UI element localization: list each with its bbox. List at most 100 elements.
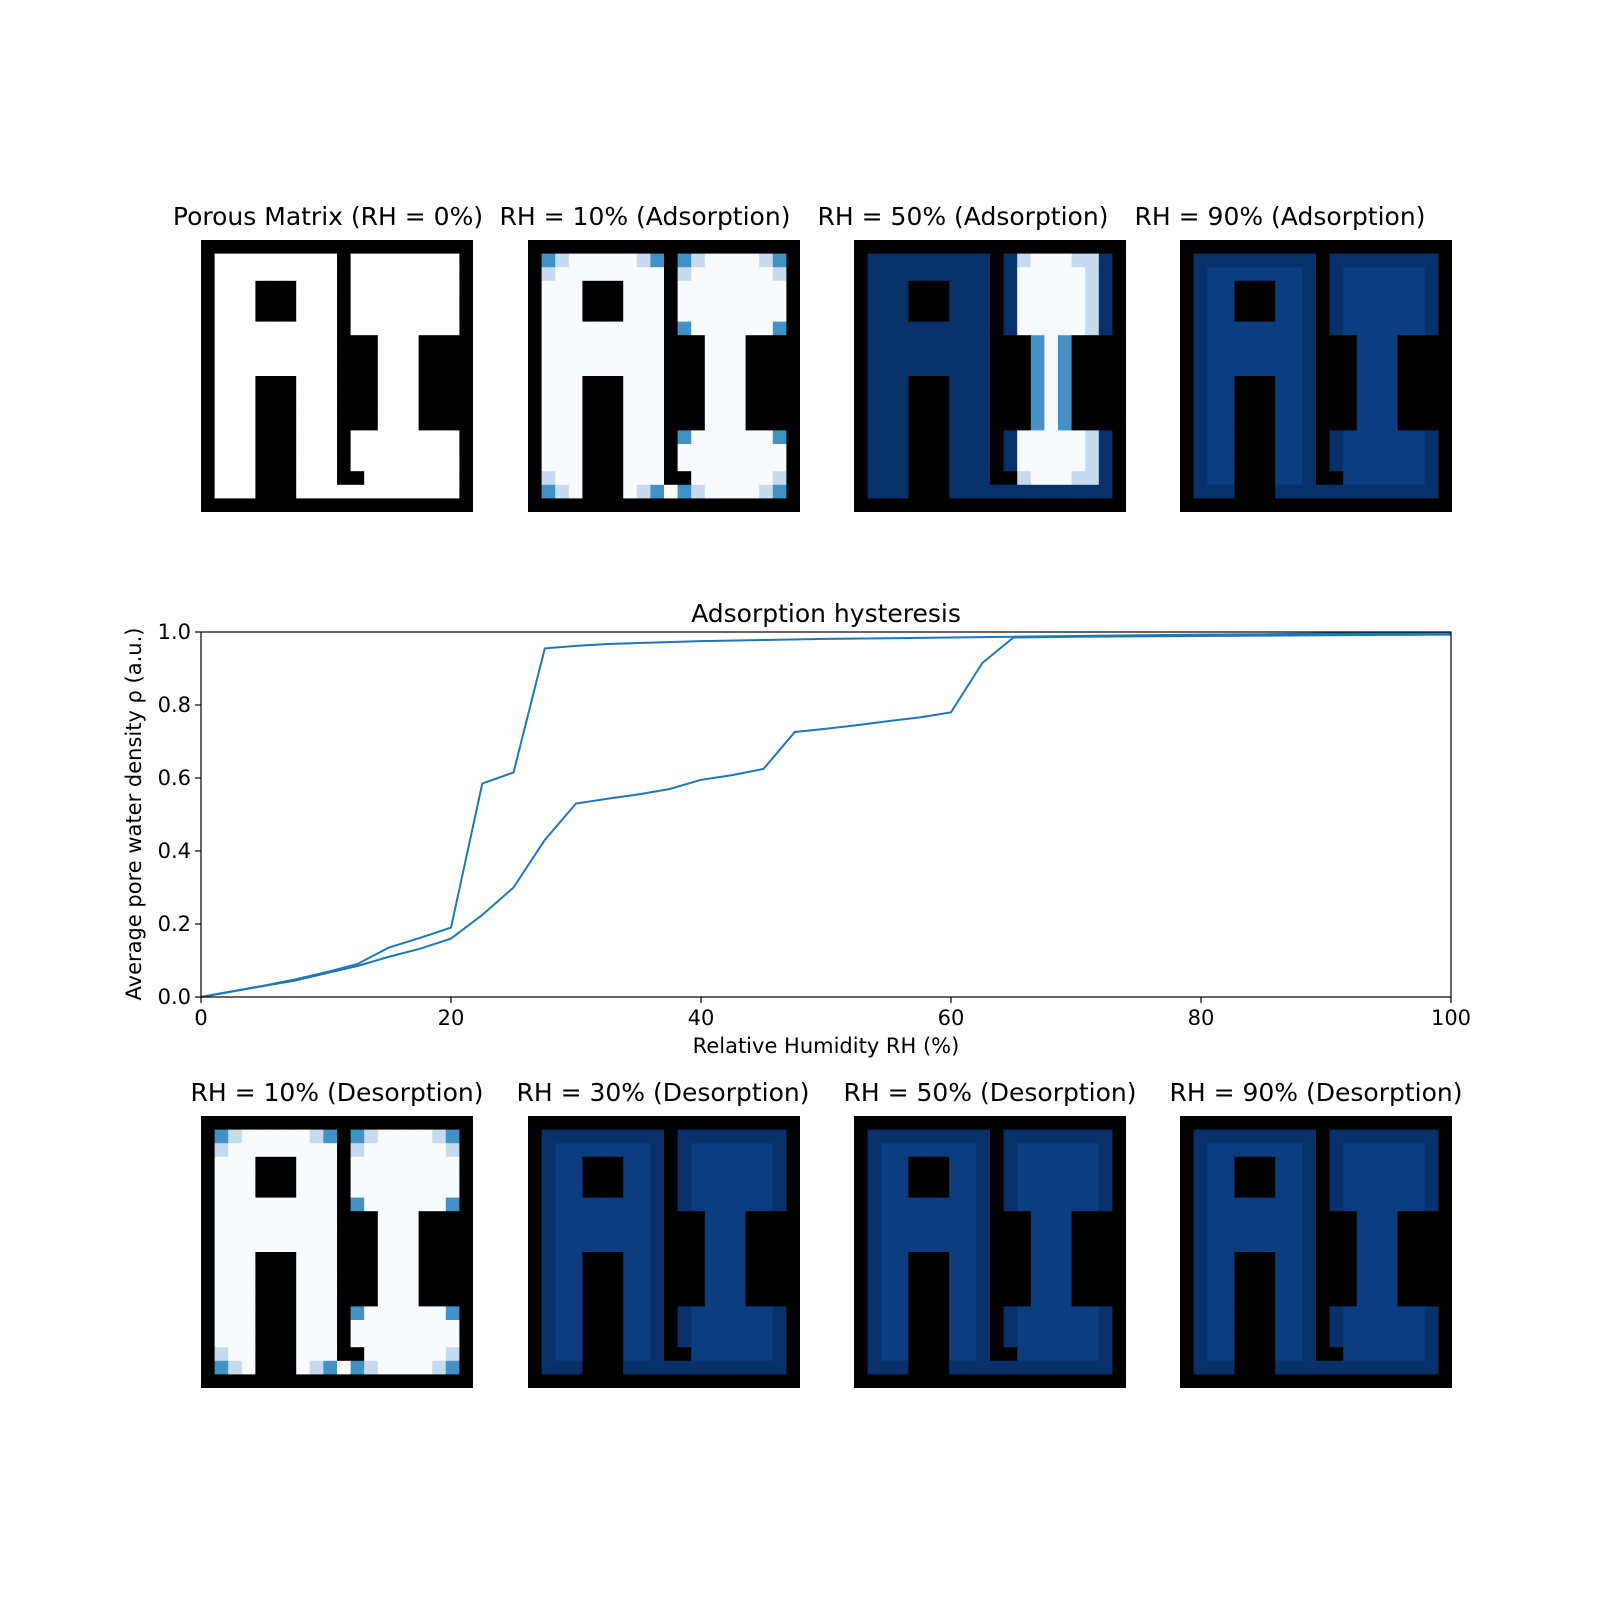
pore-grid bbox=[1180, 1116, 1452, 1388]
wall-cell bbox=[854, 1265, 868, 1280]
wall-cell bbox=[1397, 389, 1412, 404]
wall-cell bbox=[555, 1374, 570, 1388]
pore-cell bbox=[582, 348, 597, 363]
pore-cell bbox=[1085, 444, 1100, 458]
pore-cell bbox=[881, 403, 896, 418]
wall-cell bbox=[854, 471, 868, 486]
pore-cell bbox=[1003, 253, 1018, 268]
pore-cell bbox=[445, 1333, 460, 1348]
pore-cell bbox=[1384, 1170, 1398, 1185]
wall-cell bbox=[528, 253, 542, 268]
wall-cell bbox=[786, 403, 800, 418]
wall-cell bbox=[1316, 1116, 1330, 1130]
pore-cell bbox=[241, 1129, 256, 1144]
pore-cell bbox=[772, 308, 787, 322]
pore-cell bbox=[1329, 1129, 1344, 1144]
pore-cell bbox=[555, 1238, 570, 1253]
pore-cell bbox=[1207, 484, 1222, 499]
wall-cell bbox=[935, 1279, 950, 1294]
wall-cell bbox=[364, 1116, 379, 1130]
pore-cell bbox=[772, 267, 787, 282]
pore-cell bbox=[1356, 1279, 1371, 1294]
wall-cell bbox=[1411, 1211, 1426, 1226]
wall-cell bbox=[786, 308, 800, 322]
wall-cell bbox=[337, 1252, 351, 1266]
wall-cell bbox=[1302, 498, 1317, 512]
wall-cell bbox=[269, 1320, 283, 1334]
wall-cell bbox=[1424, 335, 1439, 350]
pore-cell bbox=[677, 321, 692, 336]
wall-cell bbox=[677, 240, 692, 254]
wall-cell bbox=[990, 1224, 1004, 1239]
pore-cell bbox=[1220, 1197, 1235, 1212]
pore-cell bbox=[1003, 484, 1018, 499]
pore-cell bbox=[1370, 1143, 1385, 1158]
pore-cell bbox=[364, 1306, 379, 1321]
wall-cell bbox=[1180, 1360, 1194, 1375]
pore-cell bbox=[732, 267, 746, 282]
wall-cell bbox=[1438, 444, 1452, 458]
pore-cell bbox=[1193, 1238, 1208, 1253]
wall-cell bbox=[432, 335, 447, 350]
pore-cell bbox=[1044, 280, 1059, 295]
wall-cell bbox=[1261, 403, 1276, 418]
pore-cell bbox=[1424, 280, 1439, 295]
pore-cell bbox=[323, 1252, 338, 1266]
wall-cell bbox=[1438, 253, 1452, 268]
y-axis-label: Average pore water density ρ (a.u.) bbox=[122, 628, 146, 1001]
pore-cell bbox=[364, 1333, 379, 1348]
wall-cell bbox=[568, 1116, 583, 1130]
wall-cell bbox=[528, 335, 542, 350]
pore-cell bbox=[228, 376, 243, 390]
pore-cell bbox=[636, 1279, 651, 1294]
pore-cell bbox=[1329, 280, 1344, 295]
wall-cell bbox=[922, 389, 936, 404]
pore-cell bbox=[867, 294, 882, 309]
wall-cell bbox=[1003, 376, 1018, 390]
pore-cell bbox=[881, 1347, 896, 1362]
pore-cell bbox=[718, 335, 733, 350]
pore-cell bbox=[1234, 1143, 1249, 1158]
pore-cell bbox=[541, 1197, 556, 1212]
wall-cell bbox=[962, 240, 977, 254]
wall-cell bbox=[1234, 1184, 1249, 1198]
pore-cell bbox=[1207, 362, 1222, 377]
wall-cell bbox=[337, 1306, 351, 1321]
wall-cell bbox=[1085, 1238, 1100, 1253]
pore-cell bbox=[949, 1360, 964, 1375]
wall-cell bbox=[1356, 1116, 1371, 1130]
wall-cell bbox=[269, 416, 283, 431]
pore-cell bbox=[732, 1320, 746, 1334]
wall-cell bbox=[1343, 1374, 1358, 1388]
pore-cell bbox=[650, 1211, 665, 1226]
pore-cell bbox=[962, 335, 977, 350]
pore-cell bbox=[1234, 1129, 1249, 1144]
pore-cell bbox=[623, 1143, 638, 1158]
pore-cell bbox=[541, 1347, 556, 1362]
pore-cell bbox=[1275, 335, 1290, 350]
pore-cell bbox=[745, 484, 760, 499]
pore-cell bbox=[309, 1320, 324, 1334]
pore-cell bbox=[1207, 1170, 1222, 1185]
pore-cell bbox=[704, 457, 719, 472]
pore-cell bbox=[1302, 1347, 1317, 1362]
wall-cell bbox=[922, 457, 936, 472]
wall-cell bbox=[1098, 1211, 1113, 1226]
wall-cell bbox=[990, 1143, 1004, 1158]
pore-cell bbox=[377, 1265, 392, 1280]
pore-cell bbox=[881, 484, 896, 499]
wall-cell bbox=[1234, 416, 1249, 431]
pore-cell bbox=[541, 280, 556, 295]
pore-cell bbox=[1207, 1184, 1222, 1198]
wall-cell bbox=[786, 1374, 800, 1388]
wall-cell bbox=[337, 348, 351, 363]
pore-cell bbox=[1261, 1224, 1276, 1239]
wall-cell bbox=[337, 430, 351, 445]
pore-cell bbox=[1003, 294, 1018, 309]
wall-cell bbox=[282, 1184, 297, 1198]
wall-cell bbox=[1261, 389, 1276, 404]
wall-cell bbox=[255, 240, 270, 254]
pore-cell bbox=[1397, 1360, 1412, 1375]
wall-cell bbox=[1397, 1238, 1412, 1253]
wall-cell bbox=[609, 403, 624, 418]
